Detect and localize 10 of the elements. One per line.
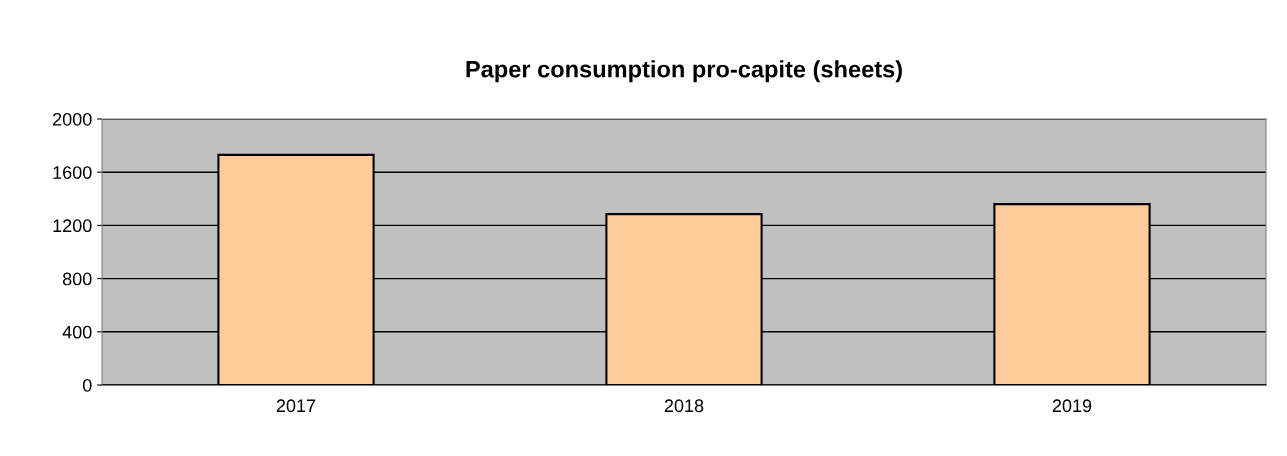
y-tick-label: 0 bbox=[82, 378, 92, 392]
y-tick-label: 400 bbox=[62, 325, 92, 339]
x-tick-label: 2017 bbox=[276, 399, 316, 413]
y-tick-label: 1600 bbox=[53, 166, 92, 179]
y-tick-label: 2000 bbox=[53, 112, 92, 126]
chart-title: Paper consumption pro-capite (sheets) bbox=[466, 60, 902, 83]
y-tick-label: 800 bbox=[62, 272, 92, 286]
x-tick-label: 2019 bbox=[1052, 399, 1092, 413]
y-tick-label: 1200 bbox=[53, 219, 92, 233]
x-tick-label: 2018 bbox=[664, 399, 704, 413]
